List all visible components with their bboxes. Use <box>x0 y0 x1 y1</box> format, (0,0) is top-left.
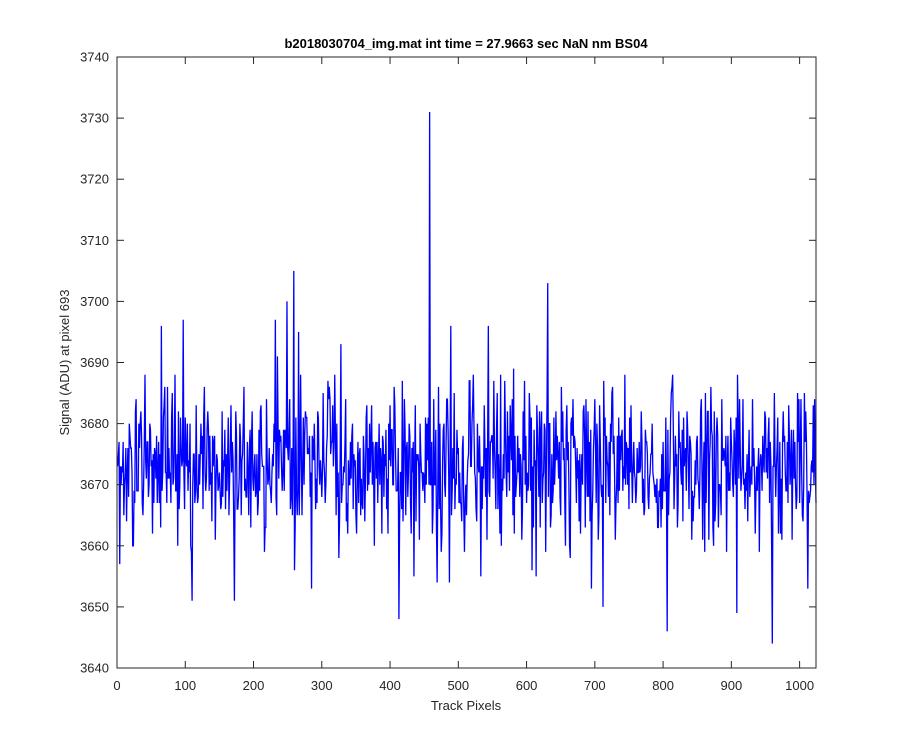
x-tick-label: 1000 <box>785 678 814 693</box>
data-series-line-group <box>117 111 817 644</box>
y-tick-label: 3680 <box>80 416 109 431</box>
y-tick-label: 3660 <box>80 538 109 553</box>
x-tick-label: 900 <box>721 678 743 693</box>
chart-title: b2018030704_img.mat int time = 27.9663 s… <box>284 36 648 51</box>
x-axis-title: Track Pixels <box>431 698 502 713</box>
y-axis-ticks: 3640 3650 3660 3670 3680 3690 3700 3710 3720 3730… <box>80 50 816 676</box>
x-tick-label: 500 <box>447 678 469 693</box>
y-axis-title: Signal (ADU) at pixel 693 <box>57 290 72 436</box>
x-tick-label: 600 <box>516 678 538 693</box>
plot-area <box>117 57 816 668</box>
x-tick-label: 0 <box>113 678 120 693</box>
y-tick-label: 3730 <box>80 111 109 126</box>
y-tick-label: 3650 <box>80 599 109 614</box>
y-tick-label: 3670 <box>80 477 109 492</box>
data-series-line <box>117 111 817 644</box>
y-tick-label: 3700 <box>80 294 109 309</box>
x-tick-label: 400 <box>379 678 401 693</box>
y-tick-label: 3720 <box>80 172 109 187</box>
x-tick-label: 800 <box>652 678 674 693</box>
y-tick-label: 3740 <box>80 50 109 65</box>
x-tick-label: 100 <box>174 678 196 693</box>
y-tick-label: 3710 <box>80 233 109 248</box>
x-tick-label: 200 <box>243 678 265 693</box>
x-tick-label: 300 <box>311 678 333 693</box>
y-tick-label: 3690 <box>80 355 109 370</box>
y-tick-label: 3640 <box>80 661 109 676</box>
x-axis-ticks: 0 100 200 300 400 500 600 700 800 900 1000 <box>113 57 814 693</box>
x-tick-label: 700 <box>584 678 606 693</box>
